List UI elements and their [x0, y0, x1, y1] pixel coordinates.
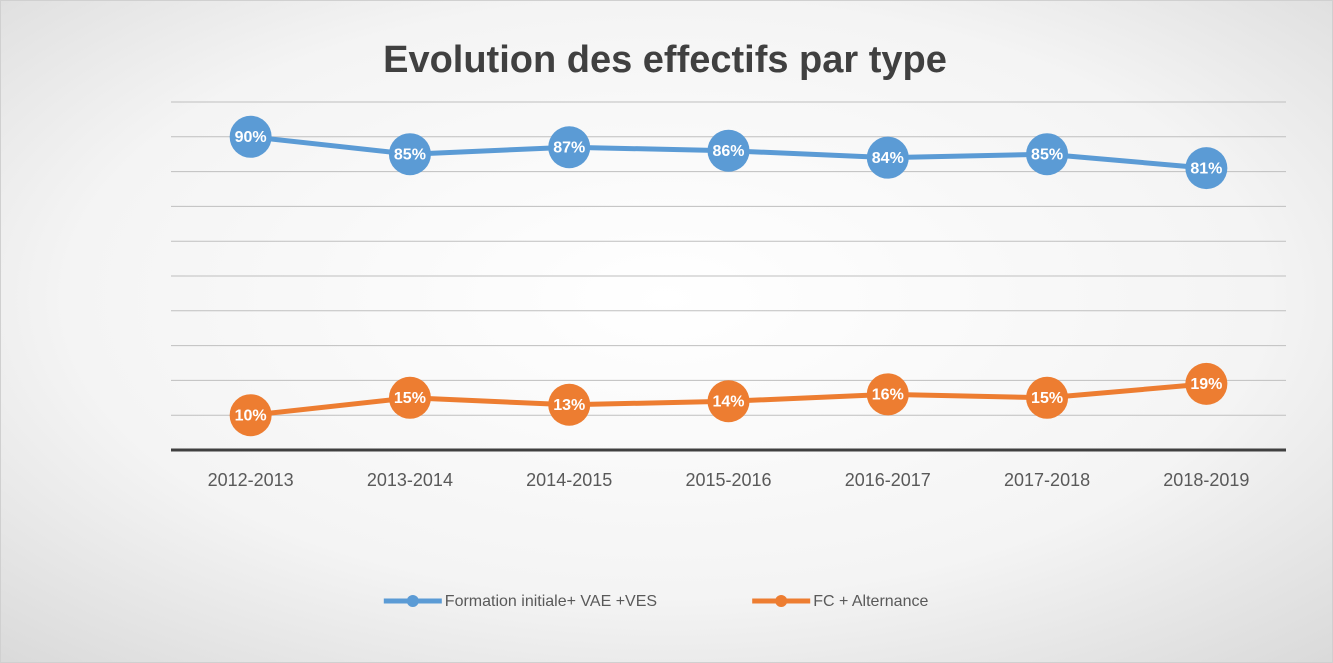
data-point [866, 373, 909, 416]
x-tick-label: 2018-2019 [1163, 470, 1249, 490]
data-label: 15% [394, 390, 426, 407]
legend-label: Formation initiale+ VAE +VES [445, 593, 657, 610]
data-point [548, 126, 591, 169]
data-label: 85% [394, 146, 426, 163]
x-tick-label: 2015-2016 [685, 470, 771, 490]
data-label: 86% [712, 143, 744, 160]
data-point [866, 136, 909, 179]
x-tick-label: 2012-2013 [208, 470, 294, 490]
data-point [1026, 376, 1069, 419]
legend-marker [406, 595, 419, 607]
data-point [1185, 147, 1228, 190]
data-label: 13% [553, 397, 585, 414]
data-point [1185, 362, 1228, 405]
data-point [388, 133, 431, 176]
x-tick-label: 2017-2018 [1004, 470, 1090, 490]
data-label: 19% [1190, 376, 1222, 393]
legend-marker [775, 595, 788, 607]
legend-label: FC + Alternance [813, 593, 928, 610]
data-label: 14% [712, 393, 744, 410]
data-label: 87% [553, 139, 585, 156]
data-point [229, 394, 272, 437]
data-label: 15% [1031, 390, 1063, 407]
x-tick-label: 2013-2014 [367, 470, 453, 490]
chart-title: Evolution des effectifs par type [383, 39, 947, 81]
data-label: 84% [872, 150, 904, 167]
data-label: 81% [1190, 160, 1222, 177]
data-label: 90% [235, 129, 267, 146]
data-label: 85% [1031, 146, 1063, 163]
data-point [548, 383, 591, 426]
data-label: 10% [235, 407, 267, 424]
x-tick-label: 2016-2017 [845, 470, 931, 490]
x-tick-label: 2014-2015 [526, 470, 612, 490]
data-point [229, 115, 272, 158]
data-label: 16% [872, 387, 904, 404]
data-point [1026, 133, 1069, 176]
data-point [707, 380, 750, 423]
data-point [707, 129, 750, 172]
data-point [388, 376, 431, 419]
